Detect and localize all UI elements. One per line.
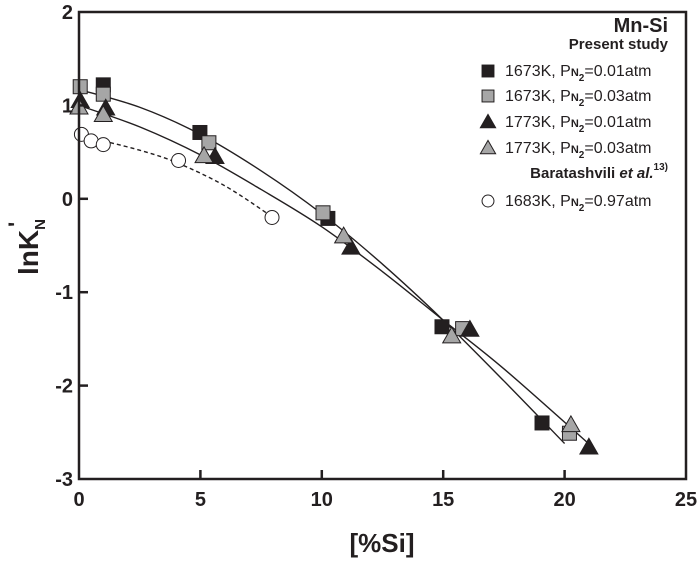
- legend-marker: [481, 64, 495, 78]
- chart-title: Mn-Si: [614, 15, 668, 37]
- data-point: [171, 153, 187, 169]
- data-point: [315, 205, 331, 221]
- data-point: [194, 145, 214, 164]
- x-tick-label: 10: [311, 489, 333, 511]
- y-axis-title-sub: N: [32, 219, 49, 230]
- data-point: [264, 209, 280, 225]
- legend-heading: Present study: [569, 36, 669, 53]
- legend-heading: Baratashvili et al.13): [530, 162, 668, 182]
- x-axis-title: [%Si]: [350, 528, 415, 558]
- legend-label: 1683K, PN2=0.97atm: [505, 193, 652, 214]
- legend-marker: [479, 113, 497, 129]
- y-tick-label: -3: [55, 469, 73, 491]
- data-point: [434, 319, 450, 335]
- fit-1773K-line: [78, 104, 595, 449]
- data-point: [93, 104, 114, 122]
- y-tick-label: 2: [62, 2, 73, 24]
- y-tick-label: 1: [62, 95, 73, 117]
- legend-marker: [481, 89, 495, 103]
- fit-1683K-line: [103, 140, 274, 219]
- x-tick-label: 15: [432, 489, 454, 511]
- data-point: [333, 226, 354, 244]
- x-tick-label: 0: [73, 489, 84, 511]
- data-point: [341, 237, 361, 255]
- data-point: [534, 415, 550, 431]
- legend-label: 1673K, PN2=0.03atm: [505, 88, 652, 109]
- y-axis-title-prime: ': [4, 222, 29, 227]
- data-point: [95, 86, 111, 102]
- svg-text:lnKN: lnKN: [13, 219, 49, 275]
- legend-marker: [479, 139, 497, 155]
- legend-label: 1673K, PN2=0.01atm: [505, 63, 652, 84]
- data-point: [561, 414, 581, 433]
- data-points: [69, 77, 599, 455]
- data-point: [460, 319, 480, 337]
- fit-1673K-line: [78, 88, 566, 444]
- legend-marker: [481, 194, 495, 208]
- tick-labels: 0 5 10 15 20 25 -3 -2 -1 0 1 2: [55, 2, 697, 511]
- data-point: [95, 137, 111, 153]
- legend: Present study 1673K, PN2=0.01atm 1673K, PN…: [479, 36, 669, 214]
- data-point: [441, 326, 462, 344]
- y-tick-label: -1: [55, 282, 73, 304]
- x-tick-label: 5: [195, 489, 206, 511]
- legend-label: 1773K, PN2=0.03atm: [505, 140, 652, 161]
- x-tick-label: 20: [553, 489, 575, 511]
- data-point: [201, 135, 217, 151]
- axis-ticks: [79, 104, 566, 479]
- legend-label: 1773K, PN2=0.01atm: [505, 114, 652, 135]
- y-axis-title-main: lnK: [13, 230, 44, 275]
- y-tick-label: 0: [62, 189, 73, 211]
- y-axis-title: lnKN ': [4, 219, 49, 275]
- data-point: [579, 437, 599, 455]
- y-tick-label: -2: [55, 376, 73, 398]
- plot-frame: [77, 10, 688, 481]
- x-tick-label: 25: [675, 489, 697, 511]
